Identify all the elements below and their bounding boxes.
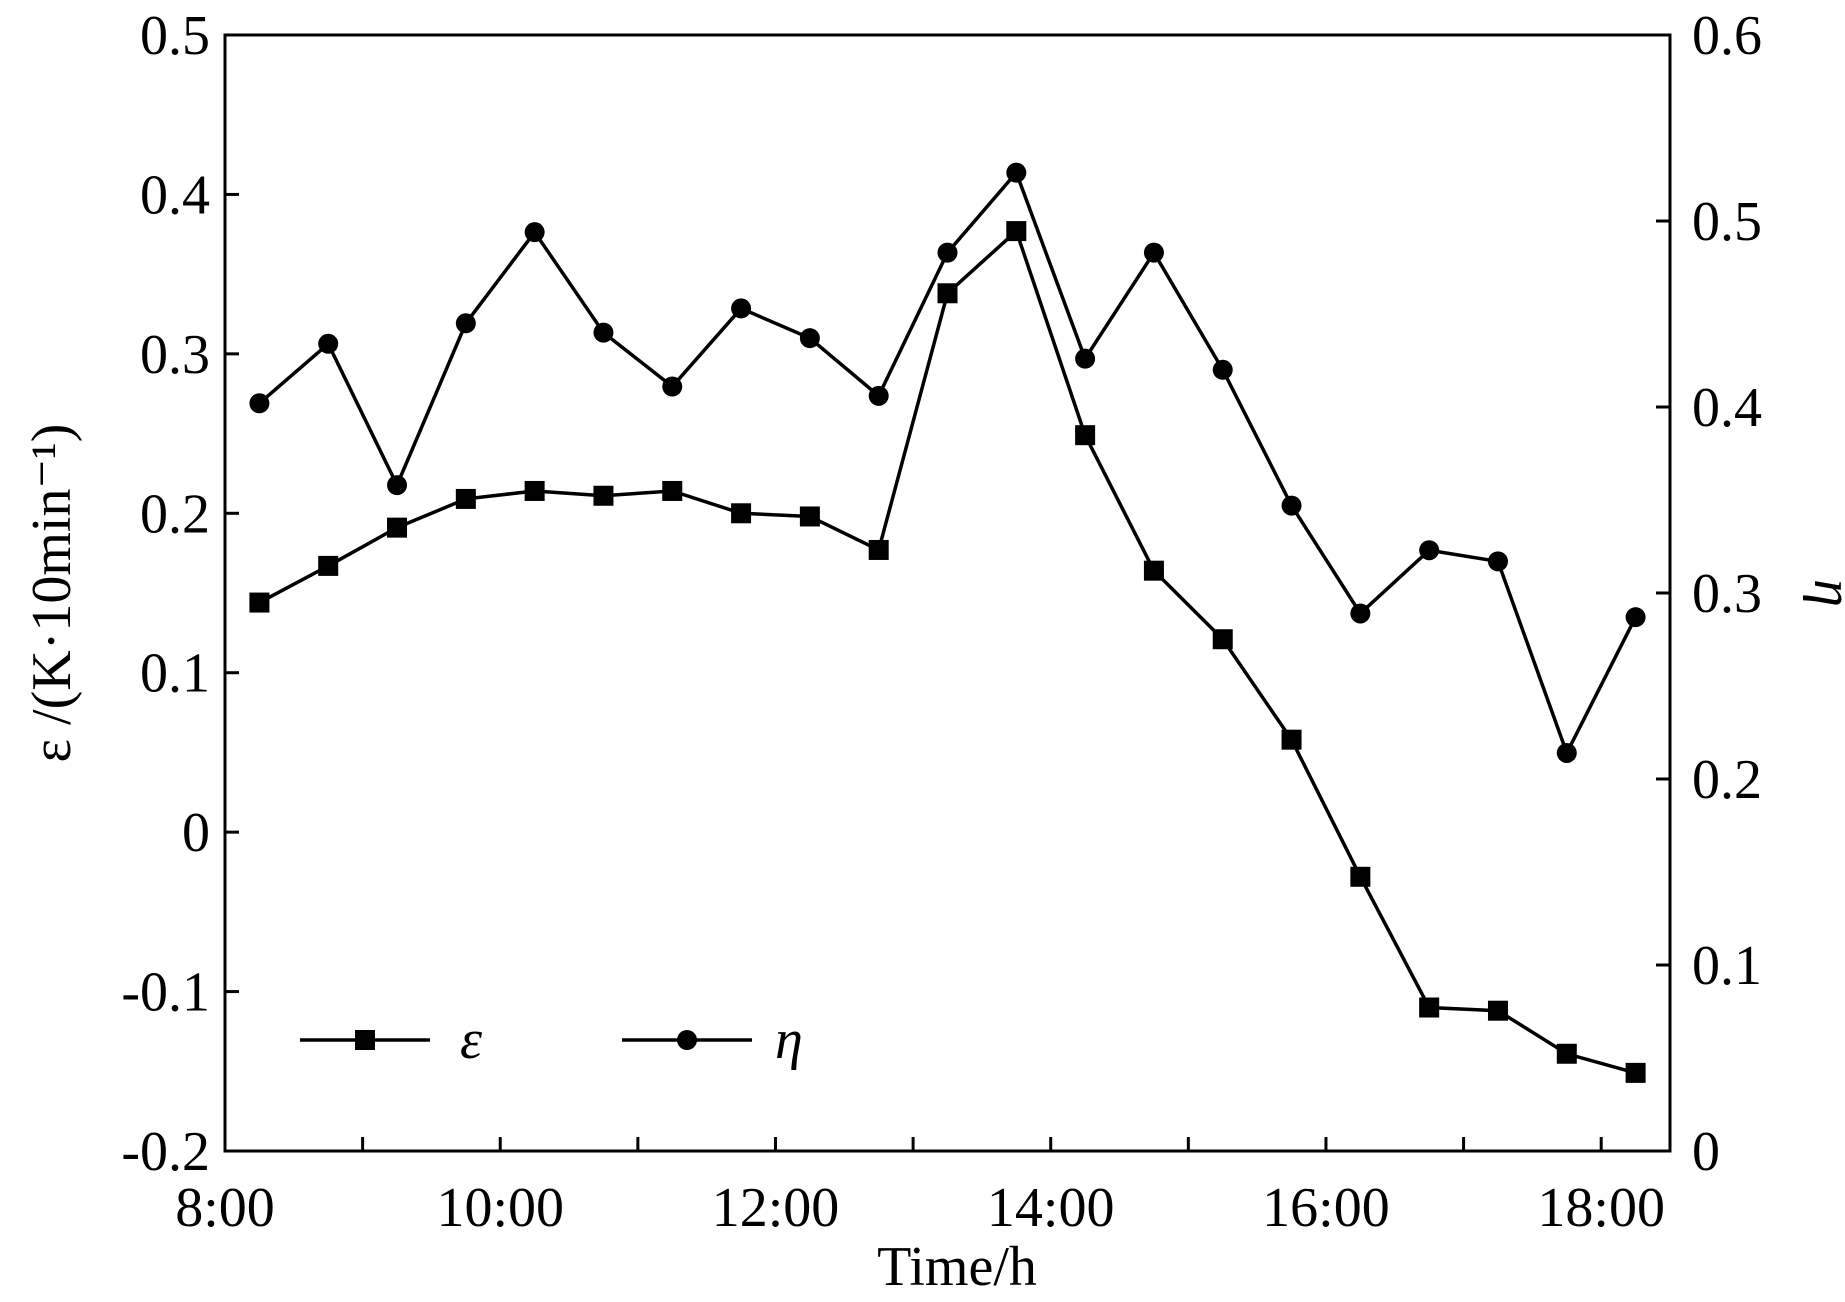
data-point-eta bbox=[387, 475, 408, 496]
data-point-epsilon bbox=[1487, 1000, 1508, 1021]
data-point-eta bbox=[1075, 348, 1096, 369]
y-axis-right-label: η bbox=[1802, 579, 1845, 607]
legend: ε η bbox=[300, 1009, 803, 1071]
x-tick-label: 12:00 bbox=[712, 1177, 840, 1239]
y-left-tick-label: 0.1 bbox=[140, 643, 210, 705]
legend-label-eta: η bbox=[775, 1009, 803, 1071]
data-point-epsilon bbox=[1556, 1043, 1577, 1064]
legend-marker-eta bbox=[677, 1030, 697, 1050]
data-point-eta bbox=[1006, 162, 1027, 183]
data-point-epsilon bbox=[1281, 729, 1302, 750]
data-point-epsilon bbox=[868, 539, 889, 560]
data-point-eta bbox=[249, 393, 270, 414]
x-tick-label: 18:00 bbox=[1537, 1177, 1665, 1239]
y-right-tick-label: 0.2 bbox=[1692, 749, 1762, 811]
data-point-epsilon bbox=[1419, 997, 1440, 1018]
data-point-eta bbox=[799, 328, 820, 349]
plot-frame bbox=[223, 33, 1672, 1153]
data-point-epsilon bbox=[318, 555, 339, 576]
legend-marker-epsilon bbox=[355, 1030, 375, 1050]
data-point-eta bbox=[318, 333, 339, 354]
data-point-epsilon bbox=[1075, 425, 1096, 446]
data-point-eta bbox=[1487, 551, 1508, 572]
y-right-tick-label: 0 bbox=[1692, 1121, 1720, 1183]
data-point-epsilon bbox=[1006, 221, 1027, 242]
y-right-tick-label: 0.3 bbox=[1692, 563, 1762, 625]
y-left-tick-label: -0.2 bbox=[121, 1121, 210, 1183]
data-point-eta bbox=[593, 322, 614, 343]
data-point-epsilon bbox=[1143, 560, 1164, 581]
data-point-epsilon bbox=[799, 506, 820, 527]
series-line-epsilon bbox=[258, 228, 1637, 1075]
legend-label-epsilon: ε bbox=[460, 1009, 483, 1071]
data-point-eta bbox=[1419, 540, 1440, 561]
data-point-eta bbox=[1625, 607, 1646, 628]
data-point-eta bbox=[1281, 495, 1302, 516]
y-right-tick-label: 0.6 bbox=[1692, 5, 1762, 67]
y-left-tick-label: 0 bbox=[182, 802, 210, 864]
data-point-epsilon bbox=[1350, 866, 1371, 887]
data-point-eta bbox=[1556, 742, 1577, 763]
data-point-eta bbox=[1212, 359, 1233, 380]
data-point-eta bbox=[868, 385, 889, 406]
x-tick-label: 8:00 bbox=[175, 1177, 275, 1239]
data-point-epsilon bbox=[1625, 1062, 1646, 1083]
data-point-epsilon bbox=[455, 488, 476, 509]
y-right-tick-label: 0.4 bbox=[1692, 377, 1762, 439]
data-point-epsilon bbox=[593, 485, 614, 506]
y-left-tick-label: 0.5 bbox=[140, 5, 210, 67]
data-point-epsilon bbox=[662, 480, 683, 501]
data-point-epsilon bbox=[249, 592, 270, 613]
x-tick-label: 16:00 bbox=[1262, 1177, 1390, 1239]
data-point-eta bbox=[1350, 603, 1371, 624]
data-point-eta bbox=[1143, 242, 1164, 263]
data-point-epsilon bbox=[1212, 629, 1233, 650]
y-right-tick-label: 0.5 bbox=[1692, 191, 1762, 253]
data-point-eta bbox=[662, 376, 683, 397]
data-point-eta bbox=[731, 298, 752, 319]
y-right-tick-label: 0.1 bbox=[1692, 935, 1762, 997]
y-left-tick-label: 0.2 bbox=[140, 483, 210, 545]
data-point-eta bbox=[524, 222, 545, 243]
y-left-tick-label: 0.4 bbox=[140, 164, 210, 226]
data-point-eta bbox=[455, 313, 476, 334]
data-point-epsilon bbox=[524, 480, 545, 501]
y-left-tick-label: 0.3 bbox=[140, 324, 210, 386]
data-point-epsilon bbox=[387, 517, 408, 538]
data-point-eta bbox=[937, 242, 958, 263]
data-point-epsilon bbox=[731, 503, 752, 524]
x-tick-label: 14:00 bbox=[987, 1177, 1115, 1239]
y-left-tick-label: -0.1 bbox=[121, 962, 210, 1024]
y-axis-left-label: ε /(K·10min⁻¹) bbox=[21, 424, 83, 763]
x-tick-label: 10:00 bbox=[436, 1177, 564, 1239]
data-point-epsilon bbox=[937, 283, 958, 304]
x-axis-label: Time/h bbox=[877, 1236, 1037, 1298]
